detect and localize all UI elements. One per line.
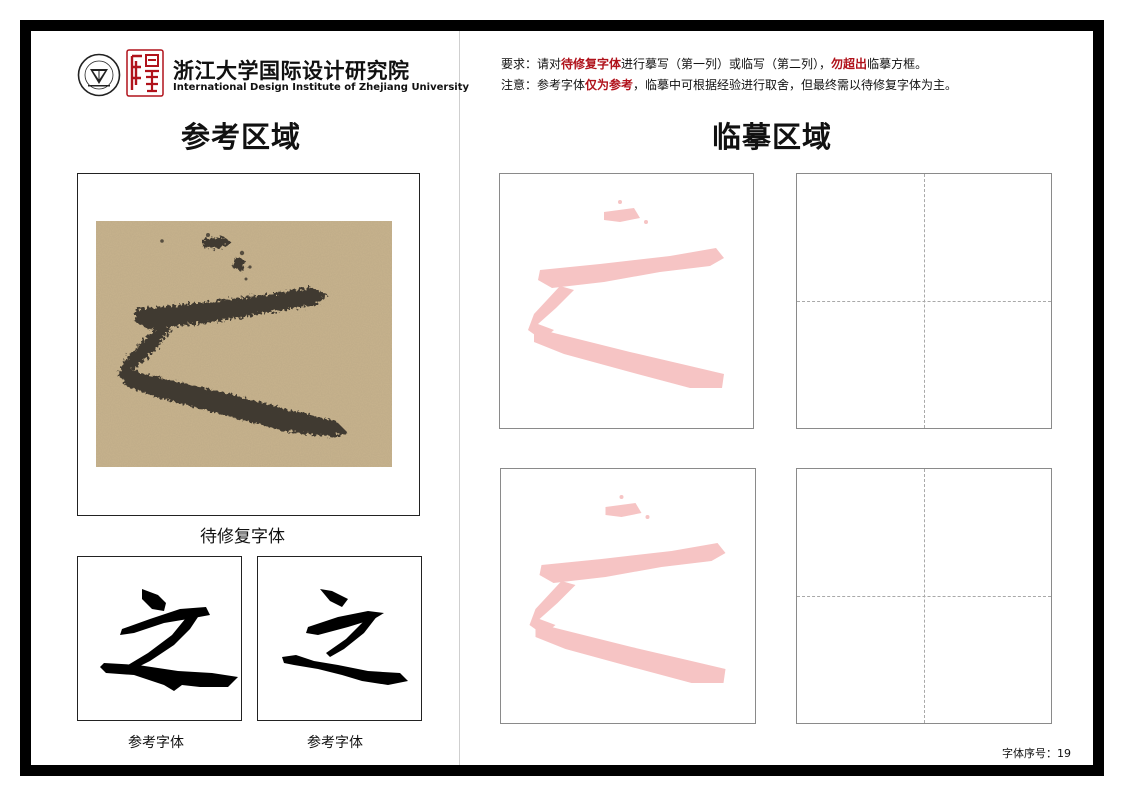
- grid-guide-horizontal: [797, 301, 1051, 302]
- font-index: 字体序号：19: [1002, 747, 1071, 760]
- reference-caption-1: 参考字体: [128, 735, 184, 751]
- institute-name-en: International Design Institute of Zhejia…: [173, 82, 470, 93]
- grid-guide-horizontal: [797, 596, 1051, 597]
- column-divider: [459, 31, 460, 765]
- trace-box-2[interactable]: [500, 468, 756, 724]
- trace-guide-glyph-1: [528, 200, 724, 388]
- free-copy-grid-box-1[interactable]: [796, 173, 1052, 429]
- note-text: 注意：参考字体仅为参考，临摹中可根据经验进行取舍，但最终需以待修复字体为主。: [501, 78, 958, 92]
- reference-character-frame-1: [77, 556, 242, 721]
- university-emblem-icon: [77, 53, 121, 97]
- copy-area-title: 临摹区域: [712, 120, 833, 154]
- worksheet-page: 浙江大学国际设计研究院 International Design Institu…: [31, 31, 1093, 765]
- damaged-character-image: [96, 221, 392, 467]
- damaged-character-frame: [77, 173, 420, 516]
- red-seal-logo-icon: [126, 49, 164, 97]
- free-copy-grid-box-2[interactable]: [796, 468, 1052, 724]
- reference-character-glyph-1: [100, 589, 238, 691]
- damaged-character-caption: 待修复字体: [200, 527, 285, 547]
- reference-character-frame-2: [257, 556, 422, 721]
- reference-area-title: 参考区域: [181, 120, 302, 154]
- reference-caption-2: 参考字体: [307, 735, 363, 751]
- requirement-text: 要求：请对待修复字体进行摹写（第一列）或临写（第二列），勿超出临摹方框。: [501, 57, 928, 71]
- reference-character-glyph-2: [282, 589, 408, 685]
- trace-guide-glyph-2: [529, 495, 726, 683]
- institute-name-cn: 浙江大学国际设计研究院: [173, 59, 410, 83]
- trace-box-1[interactable]: [499, 173, 754, 429]
